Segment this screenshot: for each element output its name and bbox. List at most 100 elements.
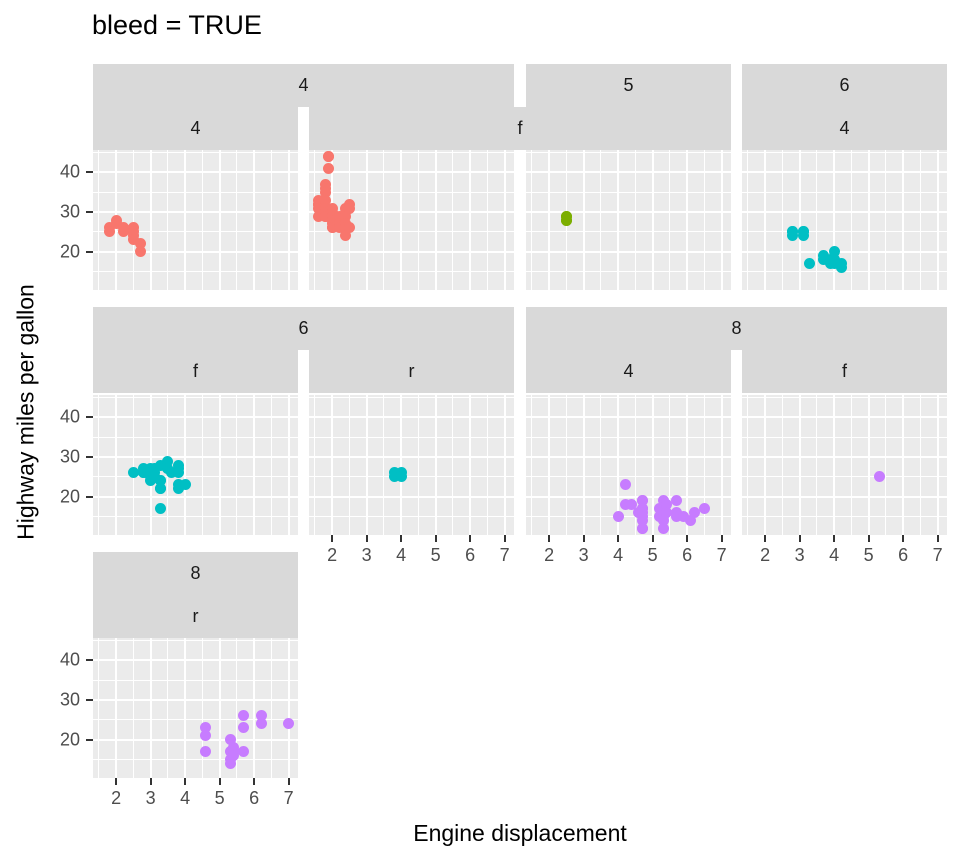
x-tick-label: 5 <box>430 545 441 565</box>
x-tick-label: 5 <box>214 788 225 808</box>
data-point <box>333 222 345 234</box>
gridline-major-x <box>287 395 290 535</box>
data-point <box>340 210 352 222</box>
data-point <box>828 246 840 258</box>
gridline-major-y <box>93 456 298 459</box>
gridline-major-x <box>651 395 654 535</box>
gridline-minor-x <box>850 150 852 290</box>
data-point <box>117 226 129 238</box>
y-tick-label: 30 <box>59 201 80 222</box>
gridline-major-x <box>503 395 506 535</box>
gridline-minor-x <box>201 150 203 290</box>
gridline-major-x <box>400 150 403 290</box>
facet-panel-cyl8-drv4 <box>526 395 731 535</box>
gridline-major-y <box>742 250 947 253</box>
strip-label: 8 <box>731 318 742 338</box>
y-tick-mark <box>86 211 93 214</box>
data-point <box>312 202 324 214</box>
gridline-major-y <box>309 456 514 459</box>
facet-panel-cyl4-drv4 <box>93 150 298 290</box>
gridline-major-x <box>651 150 654 290</box>
gridline-minor-x <box>383 395 385 535</box>
strip-label: 4 <box>298 75 309 95</box>
gridline-major-y <box>742 456 947 459</box>
x-tick-label: 6 <box>682 545 693 565</box>
gridline-major-x <box>434 395 437 535</box>
gridline-major-y <box>93 659 298 662</box>
data-point <box>238 710 250 722</box>
gridline-major-x <box>902 395 905 535</box>
x-tick-mark <box>331 535 334 542</box>
facet-panel-cyl5-drvf <box>526 150 731 290</box>
data-point <box>671 495 683 507</box>
data-point <box>155 503 167 515</box>
gridline-minor-x <box>383 150 385 290</box>
x-tick-label: 3 <box>361 545 372 565</box>
x-tick-label: 5 <box>863 545 874 565</box>
data-point <box>179 479 191 491</box>
gridline-minor-y <box>309 271 514 273</box>
x-tick-label: 7 <box>499 545 510 565</box>
gridline-major-x <box>184 638 187 778</box>
gridline-minor-x <box>270 150 272 290</box>
data-point <box>333 210 345 222</box>
gridline-major-x <box>218 150 221 290</box>
gridline-minor-x <box>167 638 169 778</box>
x-tick-mark <box>867 535 870 542</box>
data-point <box>636 495 648 507</box>
data-point <box>127 234 139 246</box>
gridline-major-y <box>93 416 298 419</box>
gridline-minor-y <box>309 516 514 518</box>
gridline-major-y <box>93 495 298 498</box>
data-point <box>828 258 840 270</box>
x-tick-label: 4 <box>180 788 191 808</box>
gridline-major-x <box>798 395 801 535</box>
gridline-minor-y <box>93 436 298 438</box>
gridline-major-y <box>93 211 298 214</box>
strip-label: r <box>192 606 199 626</box>
gridline-minor-y <box>742 231 947 233</box>
data-point <box>319 210 331 222</box>
gridline-major-y <box>526 416 731 419</box>
x-tick-mark <box>365 535 368 542</box>
gridline-major-x <box>469 150 472 290</box>
y-tick-mark <box>86 495 93 498</box>
gridline-minor-y <box>742 396 947 398</box>
strip-label: r <box>408 361 415 381</box>
facet-strip-outer-4: 4 <box>93 64 514 107</box>
gridline-minor-y <box>742 476 947 478</box>
data-point <box>110 218 122 230</box>
gridline-major-x <box>469 395 472 535</box>
data-point <box>155 475 167 487</box>
gridline-minor-y <box>93 191 298 193</box>
facet-strip-inner-r: r <box>93 595 298 638</box>
x-tick-label: 2 <box>327 545 338 565</box>
data-point <box>323 162 335 174</box>
gridline-major-y <box>742 171 947 174</box>
x-tick-label: 3 <box>578 545 589 565</box>
data-point <box>678 511 690 523</box>
gridline-major-x <box>331 395 334 535</box>
gridline-major-x <box>548 150 551 290</box>
x-tick-label: 6 <box>465 545 476 565</box>
x-tick-label: 6 <box>249 788 260 808</box>
gridline-minor-x <box>236 395 238 535</box>
gridline-major-x <box>764 150 767 290</box>
gridline-major-x <box>149 150 152 290</box>
x-tick-mark <box>582 535 585 542</box>
x-tick-mark <box>503 535 506 542</box>
data-point <box>172 483 184 495</box>
facet-strip-inner-f: f <box>742 350 947 393</box>
data-point <box>148 471 160 483</box>
x-tick-mark <box>184 778 187 785</box>
y-tick-mark <box>86 699 93 702</box>
data-point <box>636 515 648 527</box>
y-tick-mark <box>86 416 93 419</box>
x-tick-mark <box>833 535 836 542</box>
gridline-major-x <box>902 150 905 290</box>
facet-strip-inner-f: f <box>309 107 731 150</box>
gridline-minor-y <box>93 151 298 153</box>
data-point <box>657 523 669 535</box>
data-point <box>685 515 697 527</box>
strip-label: 6 <box>298 318 309 338</box>
